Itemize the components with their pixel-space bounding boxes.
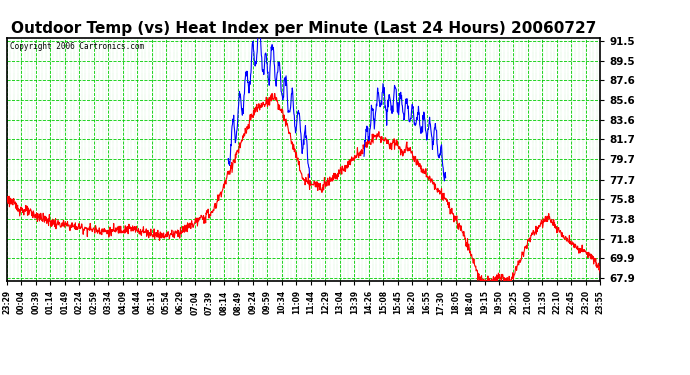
Title: Outdoor Temp (vs) Heat Index per Minute (Last 24 Hours) 20060727: Outdoor Temp (vs) Heat Index per Minute … [11, 21, 596, 36]
Text: Copyright 2006 Cartronics.com: Copyright 2006 Cartronics.com [10, 42, 144, 51]
